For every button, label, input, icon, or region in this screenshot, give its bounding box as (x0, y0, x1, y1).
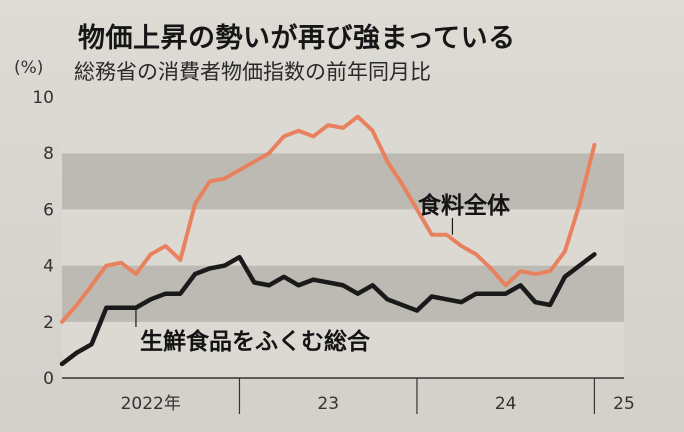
grid-band (62, 153, 624, 210)
food-series-label: 食料全体 (418, 192, 511, 219)
y-tick-label: 10 (32, 88, 54, 108)
y-tick-label: 8 (43, 144, 54, 164)
core-series-label: 生鮮食品をふくむ総合 (140, 328, 371, 355)
x-axis: 2022年 23 24 25 (62, 377, 635, 414)
y-tick-label: 6 (43, 200, 54, 220)
grid-band (62, 209, 624, 266)
y-tick-label: 2 (43, 313, 54, 333)
y-axis-unit: (%) (14, 58, 44, 78)
grid-band (62, 321, 624, 378)
chart-title: 物価上昇の勢いが再び強まっている (78, 23, 516, 54)
y-tick-label: 4 (43, 257, 54, 277)
series-lines (59, 114, 597, 367)
grid-band (62, 97, 624, 154)
y-axis-ticks: 0 2 4 6 8 10 (32, 88, 54, 389)
food-series-line (60, 114, 597, 324)
x-tick-label: 23 (317, 394, 339, 414)
x-tick-label: 25 (613, 394, 635, 414)
chart-subtitle: 総務省の消費者物価指数の前年同月比 (74, 60, 431, 84)
y-tick-label: 0 (43, 369, 54, 389)
x-tick-label: 24 (495, 394, 517, 414)
core-series-line (59, 252, 597, 367)
x-tick-label: 2022年 (121, 394, 181, 414)
